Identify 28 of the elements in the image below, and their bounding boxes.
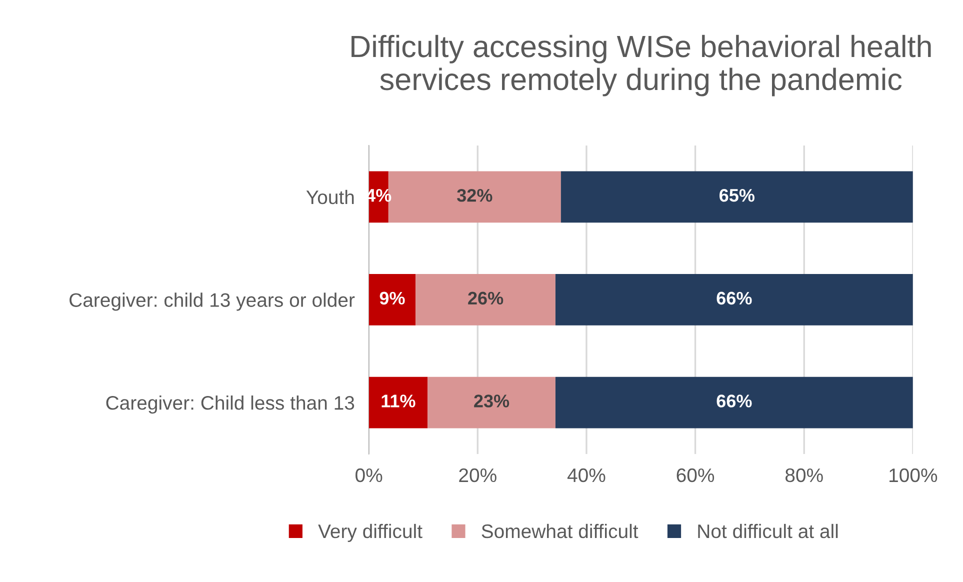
y-tick-label: Caregiver: Child less than 13 [106,396,354,414]
x-tick-label: 80% [785,468,823,482]
bar [416,274,556,326]
legend-label: Not difficult at all [698,524,838,538]
data-label: 66% [716,292,752,305]
bar [560,171,913,223]
bar [555,376,913,428]
chart-title: Difficulty accessing WISe behavioral health services remotely during the pandemic [352,34,931,96]
bar [555,274,913,326]
data-label: 23% [474,394,510,408]
bar [368,376,428,428]
x-tick-label: 60% [676,468,714,482]
bar [428,376,556,428]
x-tick-label: 100% [890,468,938,482]
legend-label: Somewhat difficult [482,524,638,538]
legend-label: Very difficult [318,524,422,542]
data-label: 9% [380,292,405,305]
y-tick-label: Youth [306,190,354,204]
y-tick-label: Caregiver: child 13 years or older [70,292,355,311]
data-label: 11% [382,394,416,408]
bar [368,274,416,326]
data-label: 26% [468,292,504,305]
x-tick-label: 0% [356,468,382,482]
data-label: 66% [716,394,752,408]
x-tick-label: 20% [459,468,496,482]
data-label: 65% [720,188,755,202]
x-tick-label: 40% [567,468,606,482]
data-label: 32% [457,188,492,202]
